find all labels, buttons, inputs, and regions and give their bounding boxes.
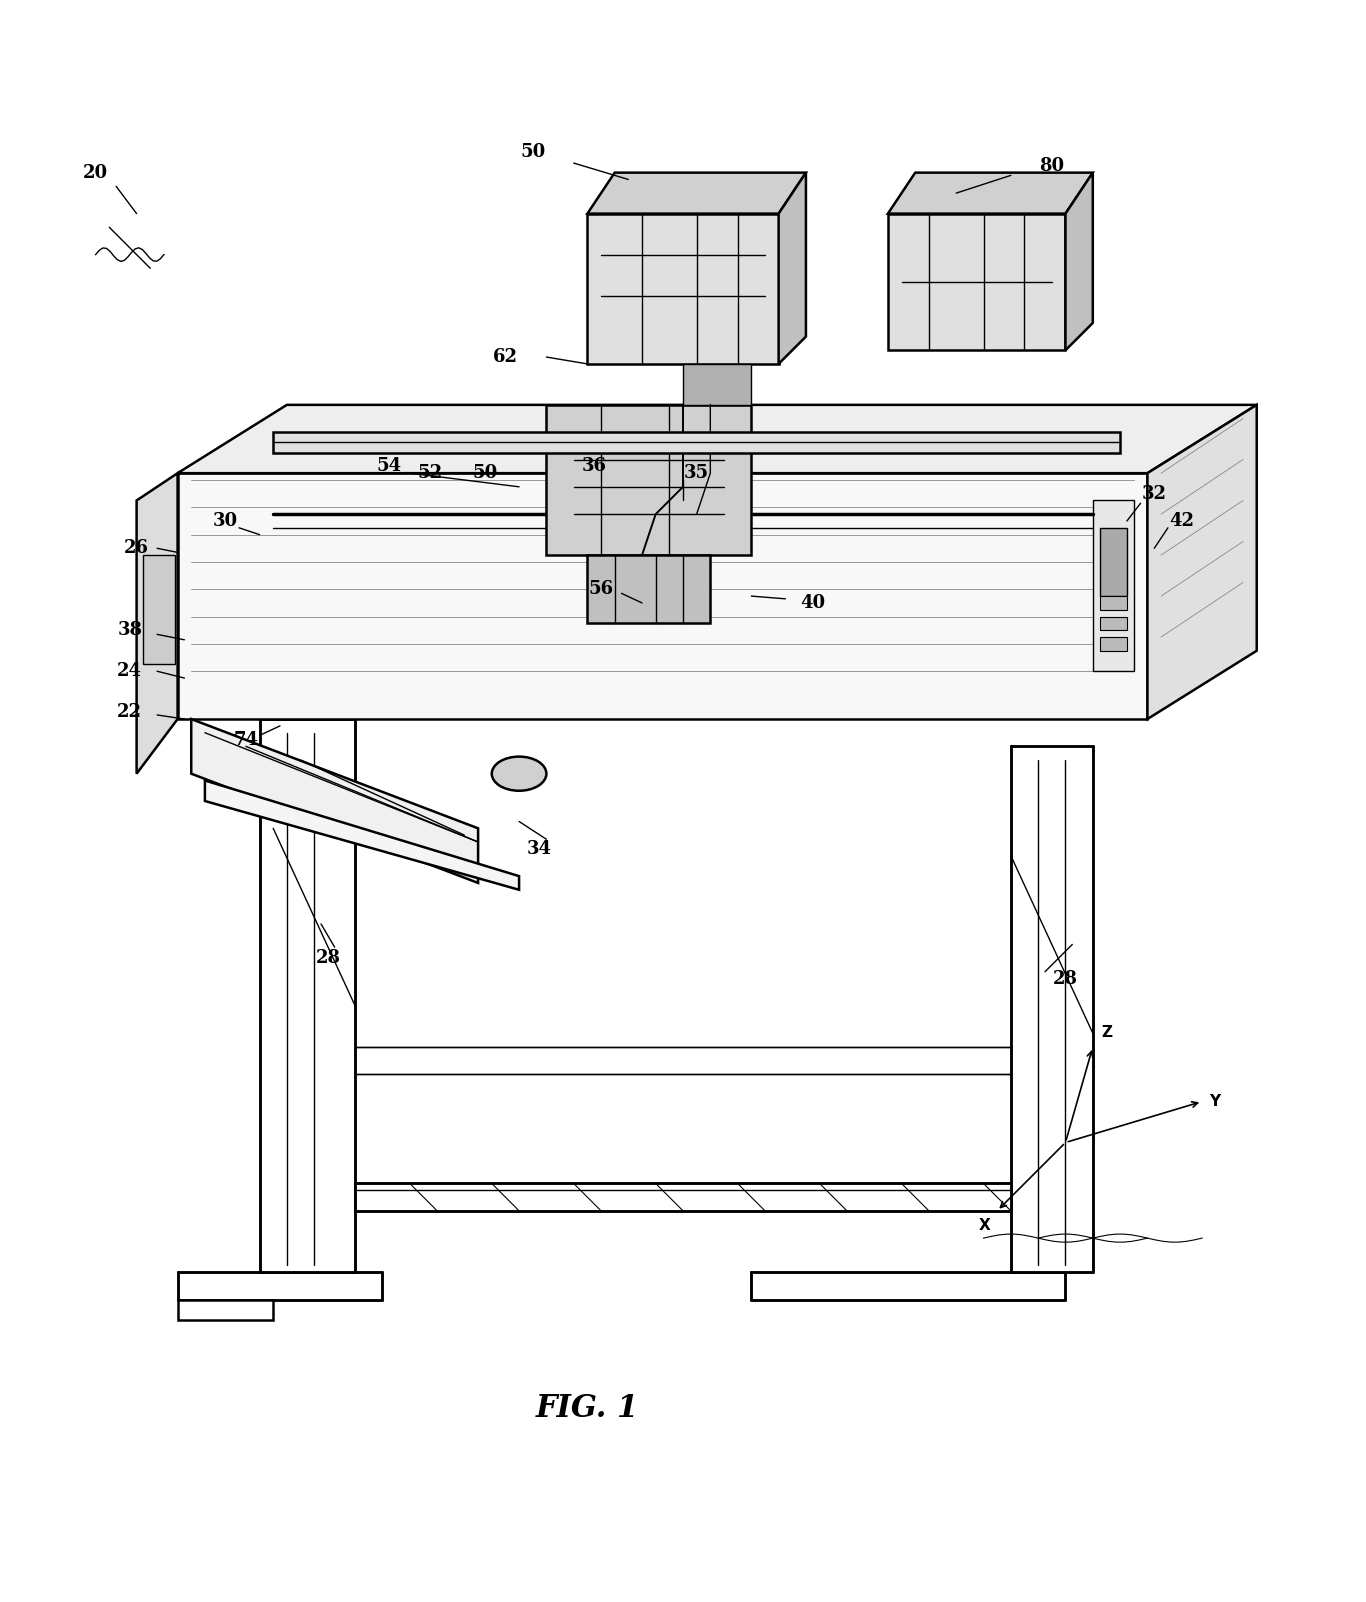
Polygon shape [1011, 747, 1093, 1272]
Text: 42: 42 [1169, 513, 1194, 530]
Ellipse shape [492, 756, 546, 791]
Text: 32: 32 [1142, 485, 1167, 503]
Text: 36: 36 [582, 457, 607, 476]
Polygon shape [137, 473, 178, 774]
Polygon shape [178, 1272, 382, 1299]
Polygon shape [751, 1272, 1065, 1299]
Polygon shape [143, 556, 175, 665]
Text: 20: 20 [83, 163, 108, 181]
Polygon shape [587, 556, 710, 623]
Text: Z: Z [1101, 1025, 1112, 1040]
Text: 28: 28 [316, 948, 340, 968]
Text: 30: 30 [213, 513, 238, 530]
Polygon shape [191, 719, 478, 883]
Text: 74: 74 [234, 731, 258, 748]
Polygon shape [587, 173, 806, 213]
Text: 52: 52 [418, 465, 443, 482]
Text: X: X [978, 1218, 990, 1232]
Polygon shape [888, 213, 1065, 351]
Text: 34: 34 [527, 839, 552, 857]
Polygon shape [779, 173, 806, 364]
Text: 22: 22 [117, 703, 142, 721]
Text: 56: 56 [589, 580, 613, 598]
Polygon shape [355, 1184, 1011, 1211]
Text: 24: 24 [117, 662, 142, 681]
Text: FIG. 1: FIG. 1 [535, 1394, 639, 1424]
Text: 54: 54 [377, 457, 402, 476]
Text: 62: 62 [493, 348, 518, 365]
Polygon shape [273, 1046, 1093, 1075]
Text: 80: 80 [1040, 157, 1064, 175]
Text: 35: 35 [684, 465, 709, 482]
Polygon shape [546, 405, 751, 556]
Polygon shape [1100, 527, 1127, 596]
Polygon shape [260, 719, 355, 1272]
Polygon shape [1093, 500, 1134, 671]
Text: 40: 40 [800, 594, 825, 612]
Text: 28: 28 [1053, 969, 1078, 987]
Polygon shape [1100, 638, 1127, 650]
Polygon shape [1100, 617, 1127, 630]
Text: 50: 50 [520, 143, 545, 162]
Polygon shape [1100, 596, 1127, 610]
Polygon shape [178, 1299, 273, 1320]
Polygon shape [683, 364, 751, 405]
Polygon shape [1065, 173, 1093, 351]
Text: Y: Y [1209, 1094, 1220, 1109]
Polygon shape [205, 780, 519, 889]
Text: 50: 50 [473, 465, 497, 482]
Text: 38: 38 [117, 622, 142, 639]
Polygon shape [888, 173, 1093, 213]
Polygon shape [587, 213, 779, 364]
Polygon shape [273, 433, 1120, 453]
Polygon shape [178, 405, 1257, 473]
Text: 26: 26 [124, 540, 149, 557]
Polygon shape [178, 473, 1147, 719]
Polygon shape [1147, 405, 1257, 719]
